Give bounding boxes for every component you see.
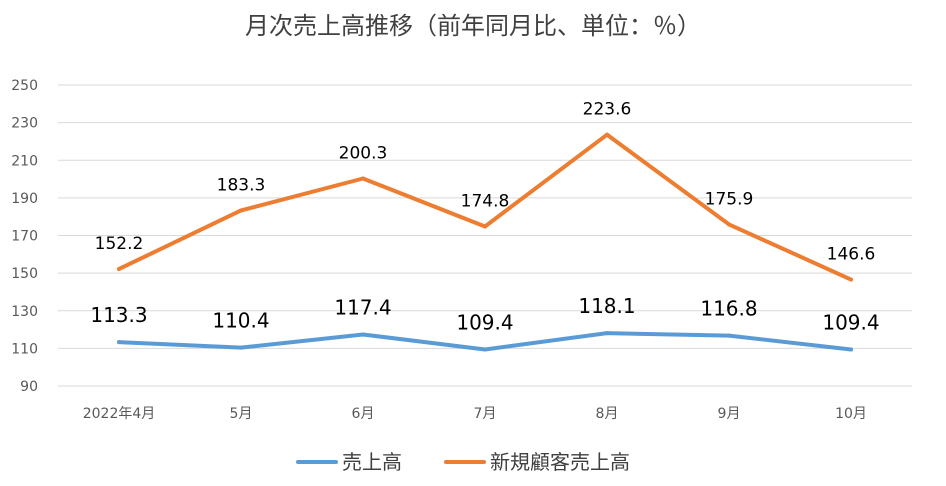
x-tick-label: 8月 [596, 406, 619, 422]
x-axis: 2022年4月 5月 6月 7月 8月 9月 10月 [83, 406, 867, 422]
data-point [727, 222, 731, 227]
x-tick-label: 7月 [474, 406, 497, 422]
data-point [483, 347, 487, 352]
data-point [239, 208, 243, 213]
data-label: 113.3 [90, 303, 147, 327]
data-label: 152.2 [95, 234, 144, 254]
data-label: 109.4 [822, 311, 879, 335]
x-tick-label: 10月 [835, 406, 867, 422]
x-tick-label: 6月 [352, 406, 375, 422]
y-tick-label: 110 [11, 341, 38, 357]
data-point [605, 132, 609, 137]
legend: 売上高 新規顧客売上高 [296, 450, 630, 474]
y-tick-label: 150 [11, 266, 38, 282]
data-label: 118.1 [578, 294, 635, 318]
data-point [483, 224, 487, 229]
data-point [361, 332, 365, 337]
y-tick-label: 230 [11, 116, 38, 132]
data-label: 183.3 [217, 175, 266, 195]
data-point [849, 347, 853, 352]
data-point [727, 333, 731, 338]
y-tick-label: 90 [20, 379, 38, 395]
y-tick-label: 130 [11, 304, 38, 320]
data-labels: 113.3 110.4 117.4 109.4 118.1 116.8 109.4 152.2… [90, 100, 879, 335]
y-axis: 90 110 130 150 170 190 210 230 250 [11, 78, 38, 395]
x-tick-label: 5月 [230, 406, 253, 422]
y-tick-label: 170 [11, 229, 38, 245]
data-point [117, 340, 121, 345]
series-lines [117, 132, 853, 352]
data-label: 146.6 [827, 245, 876, 265]
legend-label: 新規顧客売上高 [490, 450, 630, 474]
gridlines [58, 84, 912, 387]
chart-title: 月次売上高推移（前年同月比、単位：％） [245, 12, 701, 40]
data-point [361, 176, 365, 181]
data-label: 174.8 [461, 191, 510, 211]
data-point [849, 277, 853, 282]
data-point [117, 266, 121, 271]
data-label: 223.6 [583, 100, 632, 120]
data-label: 117.4 [334, 295, 391, 319]
data-label: 109.4 [456, 311, 513, 335]
data-label: 175.9 [705, 189, 754, 209]
y-tick-label: 210 [11, 153, 38, 169]
x-tick-label: 9月 [718, 406, 741, 422]
data-label: 116.8 [700, 297, 757, 321]
data-point [605, 331, 609, 336]
data-point [239, 345, 243, 350]
series-line-0 [117, 331, 853, 352]
data-label: 110.4 [212, 309, 269, 333]
legend-label: 売上高 [342, 450, 402, 474]
data-label: 200.3 [339, 143, 388, 163]
y-tick-label: 250 [11, 78, 38, 94]
y-tick-label: 190 [11, 191, 38, 207]
x-tick-label: 2022年4月 [83, 406, 156, 422]
